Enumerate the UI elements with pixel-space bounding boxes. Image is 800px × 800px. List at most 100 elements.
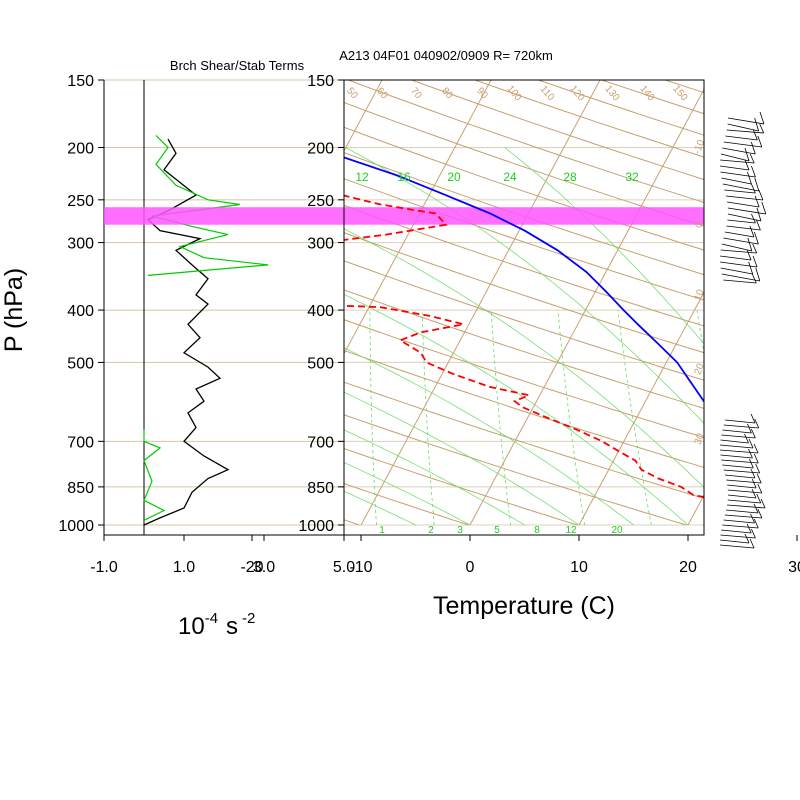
- wind-barb: [727, 213, 762, 222]
- skewt-mixing-ratio: [421, 310, 435, 526]
- temperature-axis-label: Temperature (C): [433, 592, 615, 620]
- wind-barb: [724, 231, 755, 238]
- mixing-ratio-label-bottom: 20: [611, 525, 623, 536]
- skewt-dry-adiabat: [344, 101, 704, 227]
- wind-barb-flag: [753, 231, 759, 245]
- skewt-isotherm: [360, 80, 601, 526]
- wind-barb: [721, 434, 756, 439]
- skewt-y-tick-label: 150: [307, 73, 334, 90]
- wind-barb: [721, 243, 752, 252]
- skewt-isotherm: [344, 80, 492, 355]
- n2-series-line: [143, 138, 230, 526]
- wind-barb: [720, 449, 759, 454]
- wind-barb: [722, 524, 759, 529]
- skewt-right-edge-label: 10: [693, 288, 707, 303]
- skewt-dry-adiabat: [344, 483, 469, 526]
- wind-barb-flag: [744, 533, 750, 544]
- wind-barb: [720, 444, 754, 449]
- skewt-moist-adiabat: [344, 347, 634, 526]
- dry-adiabat-label: 140: [637, 83, 656, 103]
- wind-barb: [719, 539, 750, 544]
- skewt-isotherm: [578, 291, 704, 526]
- skewt-moist-adiabat: [344, 228, 704, 488]
- wind-barb: [723, 469, 760, 474]
- left-y-tick-label: 300: [67, 236, 94, 253]
- dry-adiabat-label: 130: [602, 83, 621, 103]
- skewt-dry-adiabat: [344, 519, 360, 526]
- wind-barb: [721, 273, 760, 282]
- wind-barb-flag: [744, 159, 750, 171]
- mixing-ratio-label-top: 28: [563, 170, 577, 184]
- skewt-y-tick-label: 700: [307, 434, 334, 451]
- skewt-band: [104, 207, 704, 225]
- wind-barb-flag: [750, 141, 756, 155]
- wind-barb-flag: [755, 463, 761, 474]
- wind-barb: [724, 189, 756, 194]
- skewt-y-tick-label: 300: [307, 236, 334, 253]
- wind-barb: [720, 249, 757, 254]
- wind-barb: [723, 237, 759, 245]
- left-xlabel-base: 10: [178, 613, 205, 640]
- mixing-ratio-label-bottom: 2: [428, 525, 434, 536]
- skewt-mixing-ratio: [369, 310, 377, 526]
- skewt-dry-adiabat: [344, 152, 704, 276]
- shear-series-line-1: [147, 134, 269, 276]
- skewt-right-edge-label: -10: [692, 138, 707, 156]
- wind-barb: [724, 474, 756, 479]
- skewt-title: A213 04F01 040902/0909 R= 720km: [339, 48, 553, 63]
- skewt-x-tick-label: -20: [240, 559, 263, 576]
- wind-barb-flag: [747, 237, 753, 252]
- skewt-y-tick-label: 500: [307, 355, 334, 372]
- dry-adiabat-label: 60: [374, 86, 390, 102]
- left-y-tick-label: 200: [67, 140, 94, 157]
- wind-barb-flag: [757, 508, 763, 519]
- wind-barb-flag: [751, 478, 757, 489]
- wind-barb-flag: [760, 498, 766, 509]
- wind-barb-flag: [750, 468, 756, 479]
- wind-barb-flag: [753, 453, 759, 464]
- dry-adiabat-label: 150: [670, 83, 689, 103]
- wind-barb: [723, 424, 759, 429]
- skewt-right-edge-label: 30: [693, 432, 707, 447]
- wind-barb-flag: [753, 503, 759, 514]
- skewt-x-tick-label: 0: [466, 559, 475, 576]
- skewt-x-tick-label: 20: [679, 559, 697, 576]
- skewt-dry-adiabat: [344, 204, 704, 327]
- wind-barb-flag: [755, 267, 761, 282]
- wind-barb-flag: [748, 261, 754, 275]
- wind-barb: [726, 509, 759, 514]
- dry-adiabat-label: 90: [474, 86, 490, 102]
- wind-barb-flag: [753, 129, 758, 141]
- skewt-series: [344, 156, 704, 498]
- wind-barb-flag: [751, 488, 757, 499]
- wind-barb: [727, 489, 762, 494]
- wind-barb: [719, 165, 750, 171]
- wind-barb-flag: [748, 438, 754, 449]
- left-y-tick-label: 150: [67, 73, 94, 90]
- wind-barb: [720, 261, 758, 268]
- wind-barb-flag: [749, 458, 754, 469]
- wind-barb-flag: [757, 483, 763, 494]
- left-x-tick-label: -1.0: [90, 559, 118, 576]
- left-x-tick-label: 3.0: [253, 559, 275, 576]
- skewt-dry-adiabat: [344, 260, 704, 381]
- wind-barb: [720, 171, 756, 178]
- wind-barb-flag: [756, 493, 762, 504]
- skewt-mixing-ratio: [557, 310, 585, 526]
- mixing-ratio-label-bottom: 5: [494, 525, 500, 536]
- left-xlabel-unit-exp: -2: [242, 610, 255, 627]
- left-y-tick-label: 850: [67, 480, 94, 497]
- wind-barb: [727, 504, 766, 509]
- wind-barb-flag: [748, 448, 753, 459]
- skewt-dry-adiabat: [664, 80, 704, 94]
- wind-barb-flag: [754, 418, 760, 429]
- wind-barb: [721, 177, 752, 185]
- wind-barb: [727, 484, 757, 489]
- wind-barb-flag: [749, 153, 755, 164]
- wind-barb-flag: [751, 183, 756, 194]
- wind-barb-flag: [744, 147, 750, 162]
- skewt-dry-adiabat: [344, 178, 704, 301]
- skewt-y-tick-label: 200: [307, 140, 334, 157]
- skewt-moist-adiabat: [344, 293, 689, 526]
